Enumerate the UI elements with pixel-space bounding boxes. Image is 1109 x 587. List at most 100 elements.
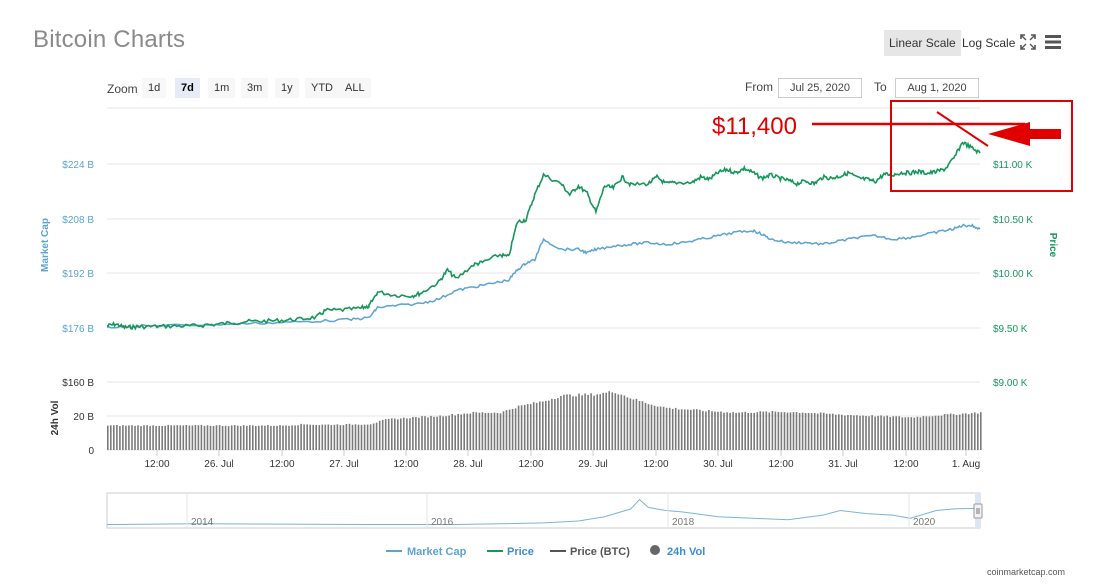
market-cap-axis: $224 B $208 B $192 B $176 B [62, 160, 94, 335]
volume-bar [865, 416, 867, 450]
watermark: coinmarketcap.com [986, 567, 1065, 577]
volume-bar [578, 393, 580, 450]
volume-bar [838, 414, 840, 450]
x-tick-label: 28. Jul [453, 459, 482, 470]
volume-bar [400, 418, 402, 450]
volume-bar [230, 425, 233, 450]
menu-icon[interactable] [1045, 35, 1061, 54]
volume-bar [176, 425, 179, 450]
volume-bar [961, 413, 964, 450]
volume-bar [650, 404, 653, 450]
legend-price[interactable]: Price [487, 546, 534, 558]
volume-bar [638, 401, 641, 450]
volume-bar [360, 424, 363, 450]
volume-bar [759, 411, 762, 450]
volume-bar [608, 391, 610, 450]
volume-bar [714, 411, 716, 450]
volume-bar [671, 408, 674, 450]
volume-bar [605, 392, 607, 450]
volume-bar [557, 398, 559, 450]
volume-bar [726, 412, 728, 450]
volume-bar [723, 412, 725, 450]
legend-price-btc[interactable]: Price (BTC) [550, 546, 630, 558]
volume-bar [134, 425, 136, 450]
volume-bar [375, 422, 378, 450]
volume-bar [502, 411, 505, 450]
volume-bar [795, 412, 798, 450]
volume-bar [285, 425, 287, 450]
volume-bar [493, 412, 496, 450]
volume-bar [496, 413, 499, 450]
volume-bar [967, 414, 970, 450]
volume-bar [774, 411, 777, 450]
market-cap-line [106, 223, 981, 329]
volume-bar [753, 412, 755, 450]
volume-bar [206, 425, 209, 450]
volume-bar [457, 414, 459, 450]
legend-24h-vol-swatch [650, 545, 660, 555]
volume-bar [584, 393, 586, 450]
volume-bar [829, 413, 831, 450]
volume-bar [575, 396, 577, 450]
volume-bar [822, 412, 825, 450]
volume-bar [297, 425, 299, 450]
zoom-1m-button[interactable]: 1m [208, 78, 236, 98]
volume-bar [511, 408, 514, 450]
legend-market-cap[interactable]: Market Cap [386, 546, 467, 558]
volume-bar [460, 414, 462, 450]
volume-bar [750, 412, 752, 450]
legend-24h-vol[interactable]: 24h Vol [650, 545, 705, 558]
zoom-7d-button[interactable]: 7d [175, 78, 200, 98]
volume-bar [708, 410, 710, 450]
volume-bar [690, 409, 692, 450]
volume-bar [309, 424, 311, 450]
to-date-input[interactable] [895, 78, 979, 98]
zoom-ytd-button[interactable]: YTD [305, 78, 339, 98]
volume-bar [366, 424, 369, 450]
x-tick-label: 26. Jul [204, 459, 233, 470]
volume-bar [853, 415, 855, 450]
volume-bar [409, 418, 411, 450]
navigator-panel[interactable] [106, 492, 981, 529]
volume-bar [342, 425, 345, 450]
volume-bar [508, 409, 511, 450]
volume-bar [922, 416, 925, 450]
volume-bar [445, 416, 447, 450]
volume-bar [152, 425, 154, 450]
from-date-input[interactable] [778, 78, 862, 98]
volume-bar [702, 410, 704, 450]
volume-bar [300, 423, 302, 450]
navigator-handle[interactable] [973, 503, 983, 519]
volume-bar [185, 425, 188, 450]
volume-bar [816, 413, 819, 450]
volume-bar [345, 424, 348, 450]
volume-bar [239, 426, 242, 450]
zoom-1d-button[interactable]: 1d [142, 78, 167, 98]
volume-bar [249, 425, 251, 450]
volume-bar [324, 424, 327, 450]
log-scale-button[interactable]: Log Scale [962, 36, 1016, 50]
price-tick-label: $9.00 K [993, 378, 1028, 389]
volume-bar [149, 426, 151, 450]
main-grid [107, 107, 980, 329]
volume-bar [786, 412, 789, 450]
volume-axis-title: 24h Vol [50, 400, 61, 435]
zoom-all-button[interactable]: ALL [339, 78, 371, 98]
zoom-1y-button[interactable]: 1y [275, 78, 299, 98]
page-title: Bitcoin Charts [33, 26, 186, 53]
volume-bar [529, 404, 532, 450]
volume-bar [318, 425, 321, 450]
volume-bar [653, 405, 656, 450]
zoom-3m-button[interactable]: 3m [241, 78, 269, 98]
volume-bar [191, 425, 194, 450]
volume-bar [475, 412, 478, 450]
x-tick-label: 12:00 [768, 459, 793, 470]
volume-bar [424, 416, 426, 450]
volume-bar [696, 409, 698, 450]
linear-scale-button[interactable]: Linear Scale [884, 30, 961, 56]
volume-bar [514, 408, 517, 450]
volume-bar [158, 425, 160, 450]
fullscreen-icon[interactable] [1020, 34, 1036, 55]
volume-bar [466, 413, 469, 450]
